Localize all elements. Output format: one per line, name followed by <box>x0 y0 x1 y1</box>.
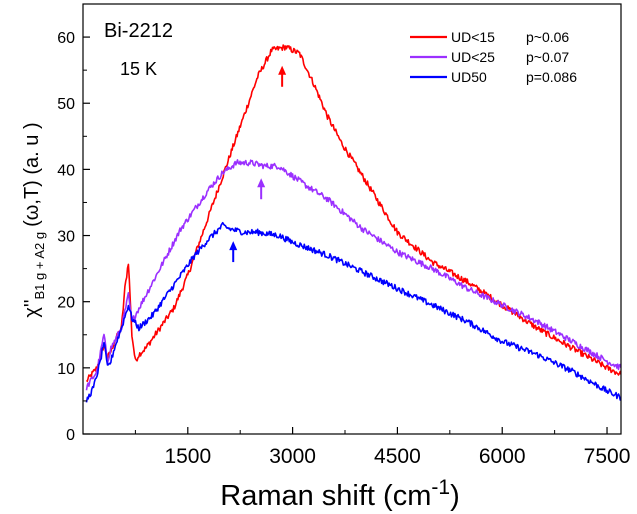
legend-label-2: UD<25 <box>451 49 495 65</box>
x-tick-label-7500: 7500 <box>584 445 631 468</box>
annotation-material: Bi-2212 <box>104 20 173 42</box>
y-axis-label-rest: (ω,T) (a. u ) <box>21 122 43 227</box>
y-tick-label-60: 60 <box>57 30 75 47</box>
y-tick-label-40: 40 <box>57 162 75 179</box>
y-axis-label-chi: χ'' <box>21 299 43 317</box>
legend-doping-1: p~0.06 <box>526 29 569 45</box>
tick-layer: 1500 3000 4500 6000 7500 0 10 20 30 40 50 60 <box>57 30 630 468</box>
legend-label-3: UD50 <box>451 69 487 85</box>
y-tick-label-30: 30 <box>57 229 75 246</box>
x-axis-label-main: Raman shift (cm <box>220 480 431 512</box>
y-tick-label-20: 20 <box>57 295 75 312</box>
legend-label-1: UD<15 <box>451 29 495 45</box>
peak-arrow-2 <box>257 178 266 200</box>
x-tick-label-6000: 6000 <box>479 445 526 468</box>
x-tick-label-4500: 4500 <box>374 445 421 468</box>
legend: UD<15 p~0.06 UD<25 p~0.07 UD50 p=0.086 <box>410 29 577 85</box>
x-axis-label-close: ) <box>450 480 460 512</box>
x-tick-label-3000: 3000 <box>269 445 316 468</box>
legend-doping-3: p=0.086 <box>526 69 577 85</box>
y-tick-label-10: 10 <box>57 361 75 378</box>
series-line-2 <box>85 159 621 391</box>
peak-arrow-1 <box>278 65 287 87</box>
series-layer <box>85 44 621 403</box>
legend-item-1: UD<15 p~0.06 <box>410 29 569 45</box>
legend-item-3: UD50 p=0.086 <box>410 69 577 85</box>
x-axis-label-superscript: -1 <box>431 476 450 499</box>
y-tick-label-0: 0 <box>66 427 75 444</box>
y-tick-label-50: 50 <box>57 96 75 113</box>
x-axis-label: Raman shift (cm-1) <box>220 476 459 512</box>
legend-item-2: UD<25 p~0.07 <box>410 49 569 65</box>
plot-frame <box>82 3 622 435</box>
legend-doping-2: p~0.07 <box>526 49 569 65</box>
series-line-1 <box>85 44 621 383</box>
x-tick-label-1500: 1500 <box>164 445 211 468</box>
peak-marker-layer <box>229 65 287 263</box>
peak-arrow-3 <box>229 241 238 263</box>
y-axis-label: χ''B1 g + A2 g (ω,T) (a. u ) <box>21 122 47 317</box>
series-line-3 <box>85 221 621 403</box>
y-axis-label-subscript: B1 g + A2 g <box>32 232 47 300</box>
annotation-temperature: 15 K <box>120 59 157 79</box>
